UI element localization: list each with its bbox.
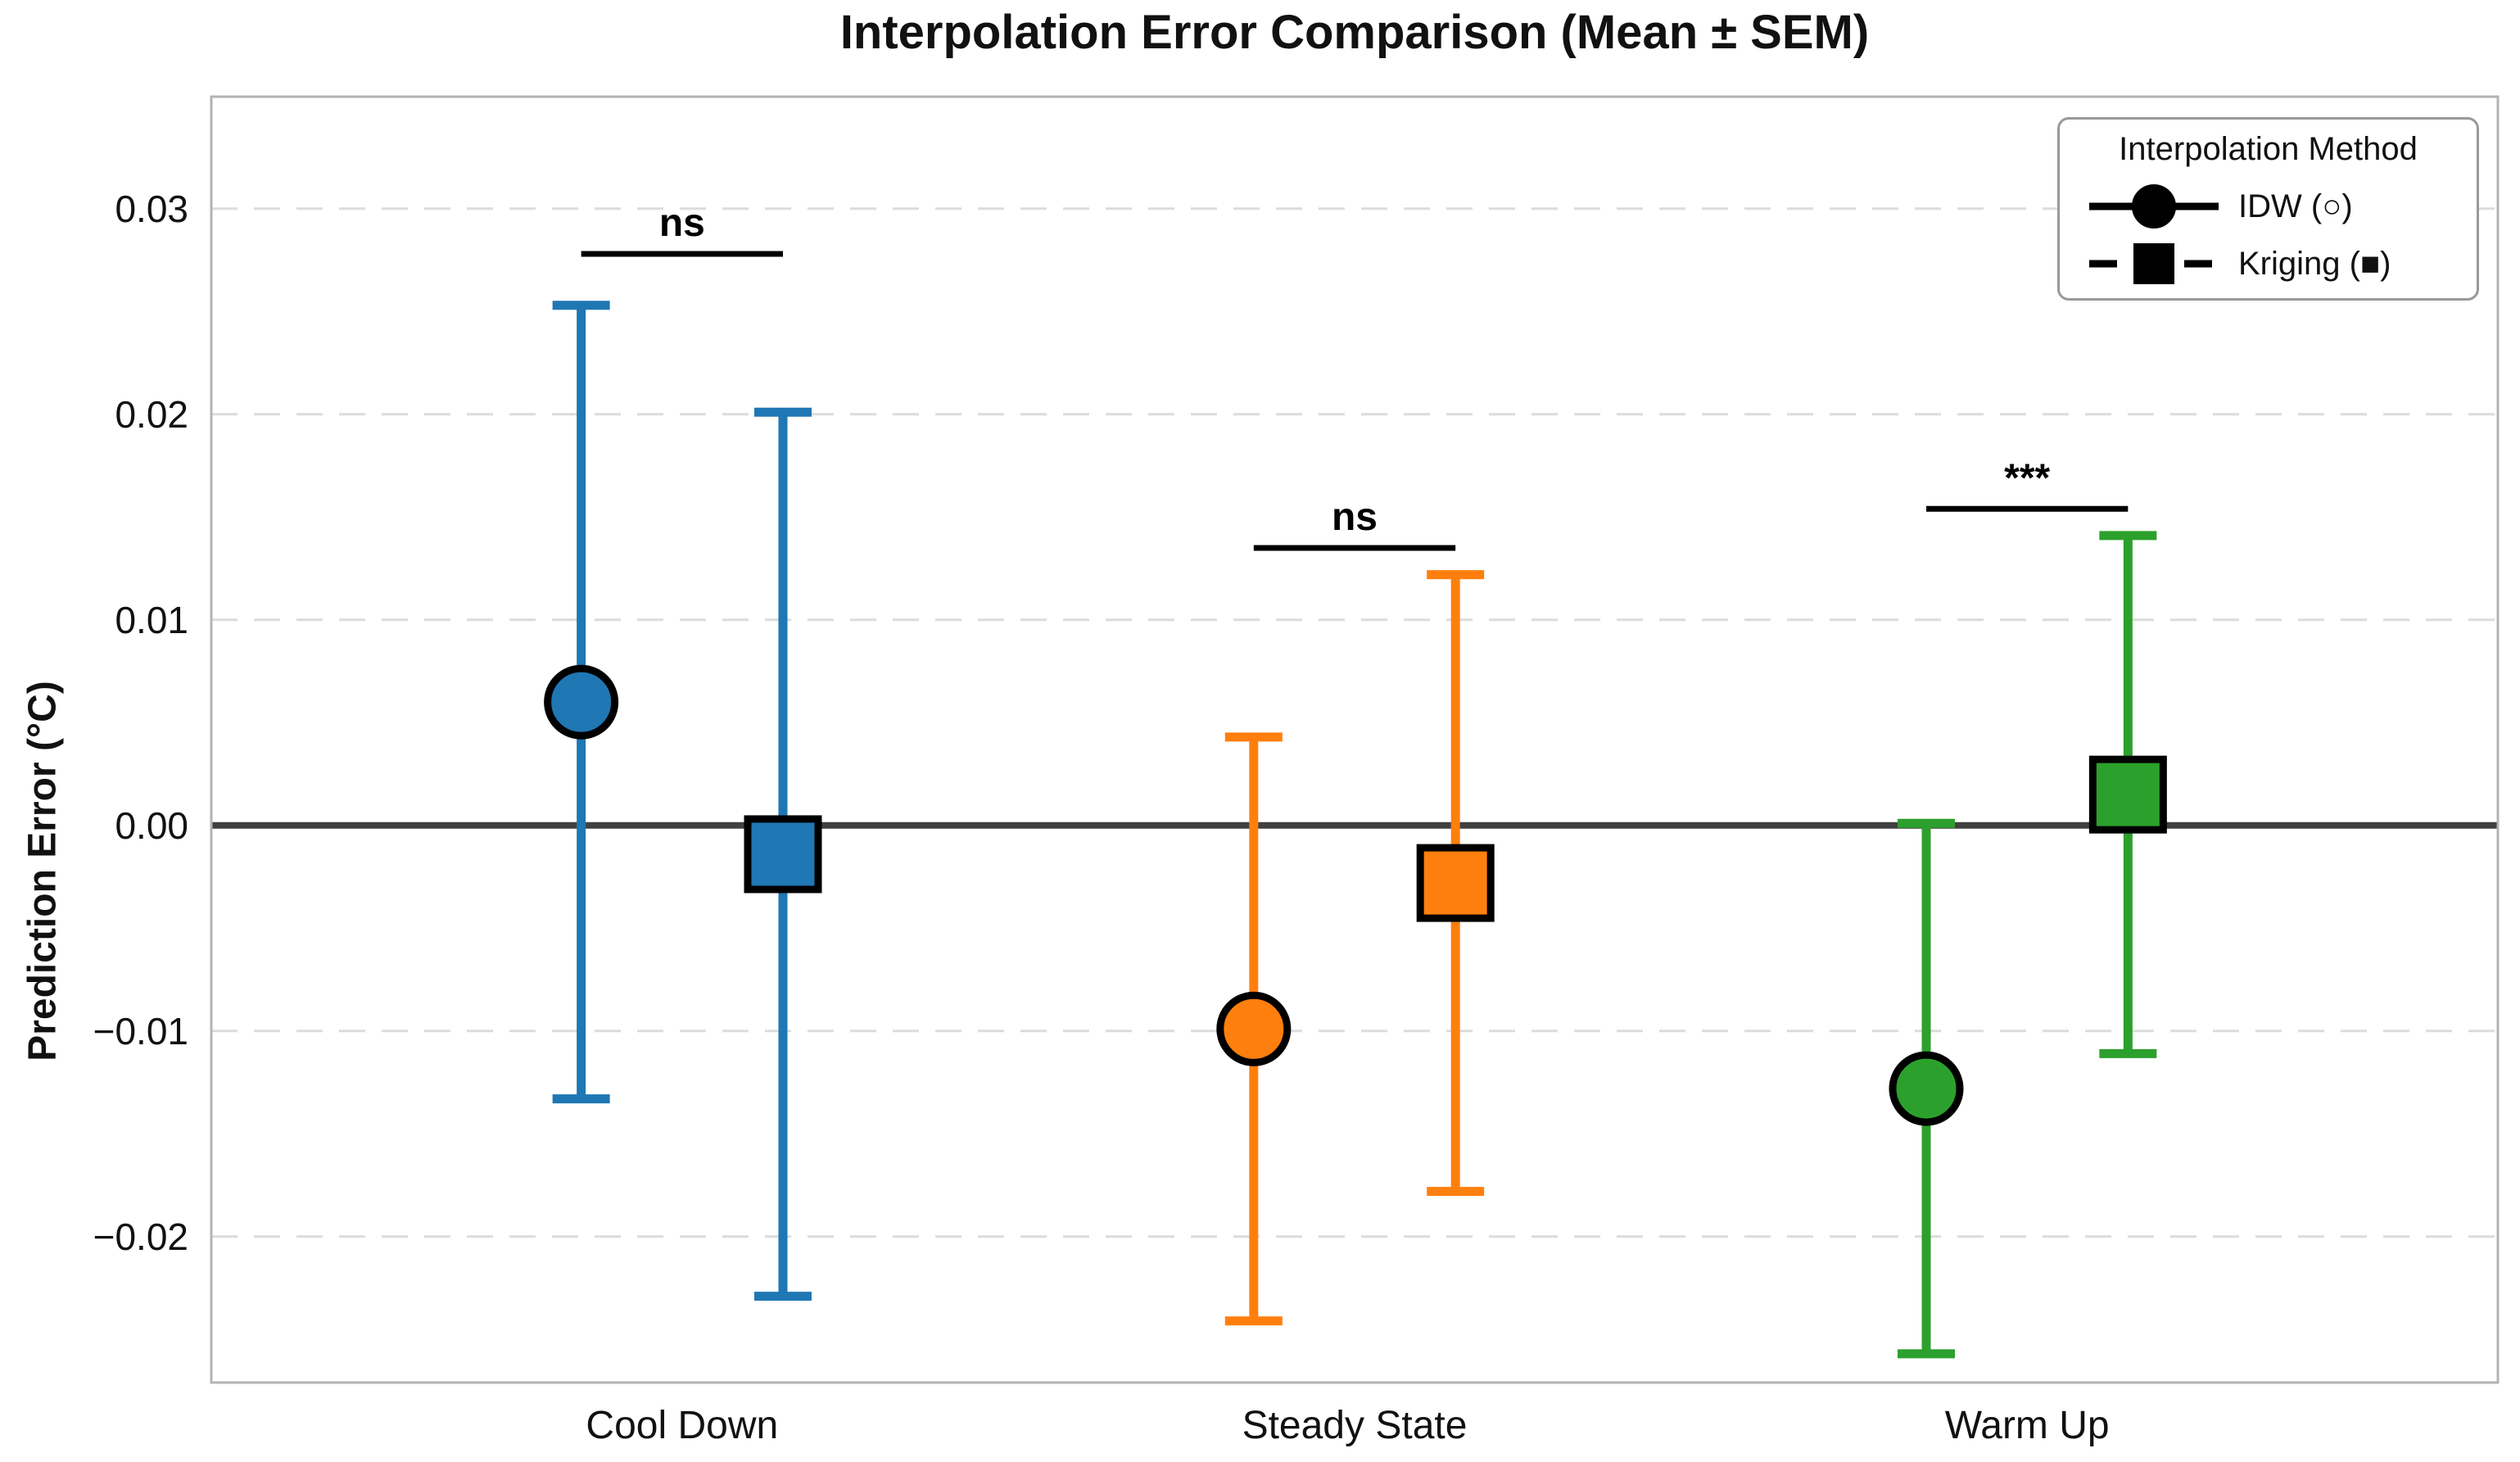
legend: Interpolation Method IDW (○) Kriging (■) (2057, 117, 2479, 301)
marker-kriging-warm-up (2088, 755, 2167, 834)
y-tick-label-0.03: 0.03 (115, 188, 188, 230)
y-tick-label-0.01: 0.01 (115, 599, 188, 641)
y-tick-label-0.02: 0.02 (115, 393, 188, 436)
significance-label-warm-up: *** (2004, 456, 2050, 500)
x-tick-label-cool-down: Cool Down (586, 1404, 778, 1447)
chart-title: Interpolation Error Comparison (Mean ± S… (839, 6, 1870, 59)
x-tick-label-warm-up: Warm Up (1945, 1404, 2110, 1447)
y-tick-label-0: 0.00 (115, 804, 188, 847)
legend-item-kriging: Kriging (■) (2084, 241, 2391, 287)
idw-circle-marker-icon (2089, 184, 2219, 229)
legend-item-idw-label: IDW (○) (2238, 188, 2353, 224)
significance-label-cool-down: ns (659, 201, 705, 245)
marker-idw-steady-state (1216, 991, 1292, 1066)
legend-item-idw: IDW (○) (2084, 183, 2353, 229)
marker-kriging-cool-down (744, 815, 822, 894)
legend-title: Interpolation Method (2119, 131, 2418, 167)
significance-label-steady-state: ns (1332, 496, 1378, 539)
x-tick-label-steady-state: Steady State (1242, 1404, 1468, 1447)
kriging-square-marker-icon (2089, 243, 2219, 284)
plot-border (210, 95, 2500, 1384)
marker-idw-warm-up (1889, 1051, 1964, 1126)
marker-kriging-steady-state (1416, 844, 1495, 922)
y-tick-label--0.02: −0.02 (93, 1215, 188, 1258)
legend-item-kriging-label: Kriging (■) (2238, 245, 2391, 282)
y-axis-label: Prediction Error (°C) (20, 681, 65, 1061)
y-tick-label--0.01: −0.01 (93, 1010, 188, 1052)
marker-idw-cool-down (544, 664, 619, 740)
